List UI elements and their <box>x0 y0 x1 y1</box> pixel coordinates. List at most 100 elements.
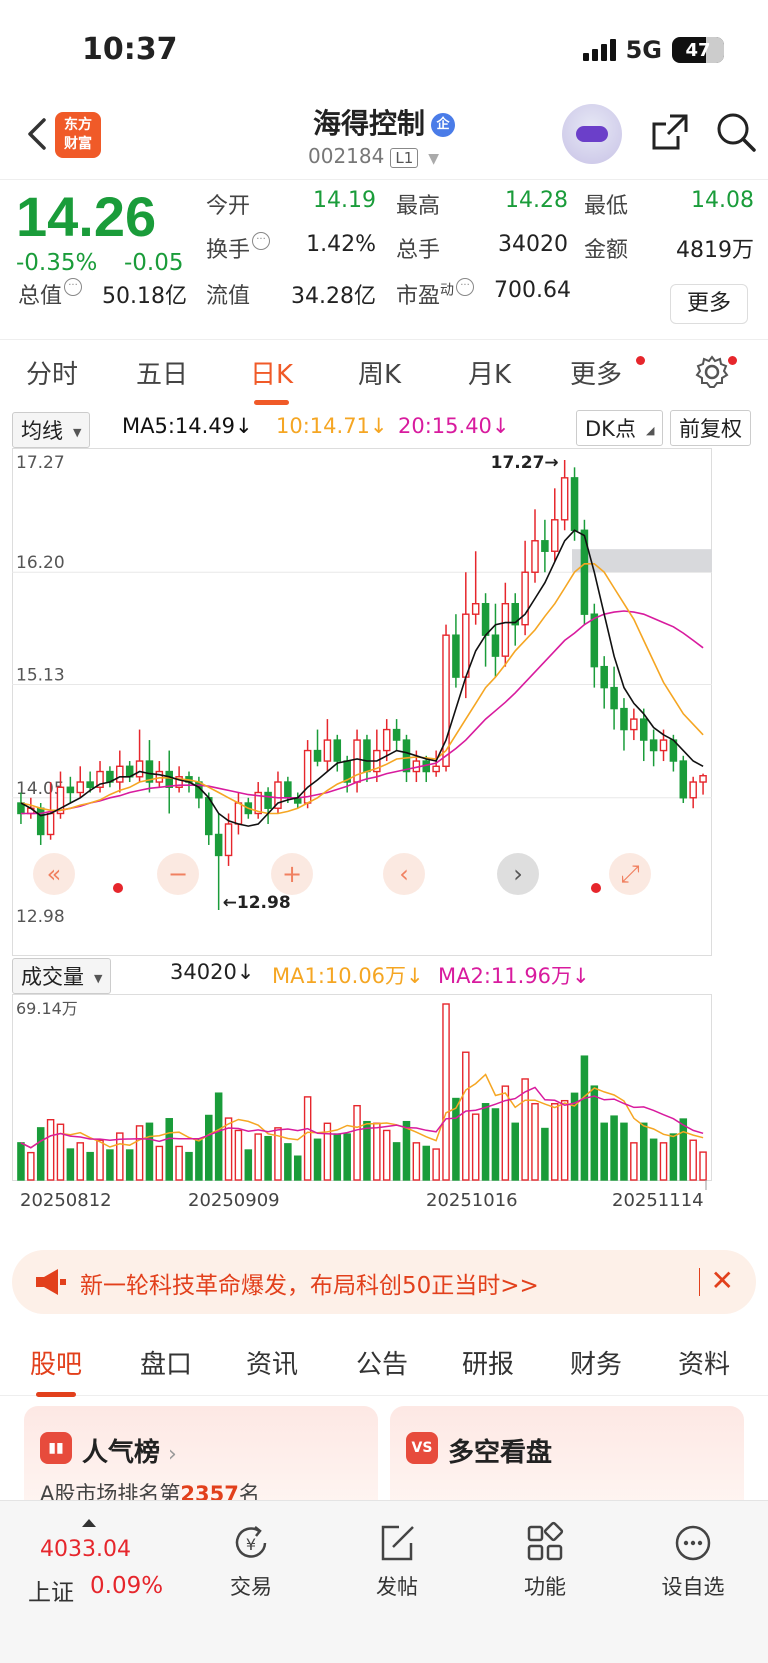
volume-bar <box>353 1104 361 1181</box>
candle <box>284 781 292 799</box>
candle <box>214 833 223 857</box>
candle <box>491 634 500 657</box>
stock-code-row[interactable]: 002184 L1 ▼ <box>308 144 439 168</box>
vs-icon: VS <box>406 1432 438 1464</box>
candle <box>382 728 391 752</box>
volume-bar <box>135 1125 144 1181</box>
scroll-right-icon[interactable]: › <box>497 853 539 895</box>
candle <box>521 571 529 626</box>
svg-text:›: › <box>513 860 523 888</box>
index-name[interactable]: 上证 <box>28 1580 74 1606</box>
index-change[interactable]: 0.09% <box>90 1573 164 1599</box>
volume-ma2-line <box>20 1086 704 1149</box>
candle <box>481 603 490 636</box>
candle <box>610 686 618 710</box>
popularity-card[interactable]: ▮▮ 人气榜 › A股市场排名第2357名 <box>24 1406 378 1500</box>
back-icon[interactable] <box>18 114 58 154</box>
candle <box>46 812 55 836</box>
volume-bar <box>46 1119 55 1181</box>
volume-bar <box>521 1078 529 1181</box>
candlestick-chart[interactable]: 17.27 16.20 15.13 14.05 12.98 17.27→ ←12.98 « − +… <box>12 448 756 956</box>
svg-text:«: « <box>47 860 62 888</box>
svg-text:¥: ¥ <box>246 1535 256 1554</box>
tab-intraday[interactable]: 分时 <box>26 360 79 390</box>
volume-bar <box>254 1133 262 1181</box>
tabbar-post[interactable]: 发帖 <box>352 1521 442 1601</box>
search-icon[interactable] <box>714 110 758 154</box>
tab-finance[interactable]: 财务 <box>570 1350 623 1380</box>
svg-text:+: + <box>282 860 302 888</box>
tab-pankou[interactable]: 盘口 <box>140 1350 193 1380</box>
volume-indicator-select[interactable]: 成交量 ▼ <box>12 958 112 994</box>
adjust-select[interactable]: 前复权 <box>670 410 751 446</box>
volume-bar <box>303 1096 312 1181</box>
candle <box>511 603 519 626</box>
candle <box>145 760 154 783</box>
volume-bar <box>284 1143 292 1181</box>
bull-bear-card[interactable]: VS 多空看盘 <box>390 1406 744 1500</box>
resistance-band <box>572 549 712 573</box>
candle <box>630 718 638 731</box>
settings-gear-icon[interactable] <box>694 354 730 390</box>
share-icon[interactable] <box>648 110 692 154</box>
amount-label: 金额 <box>584 238 629 263</box>
volume-bar <box>491 1108 500 1181</box>
volume-bar <box>323 1122 332 1181</box>
promo-banner[interactable]: 新一轮科技革命爆发，布局科创50正当时>> ✕ <box>12 1250 756 1314</box>
scroll-left-icon[interactable]: ‹ <box>383 853 425 895</box>
feature-cards: ▮▮ 人气榜 › A股市场排名第2357名 VS 多空看盘 <box>0 1400 768 1500</box>
tab-guba[interactable]: 股吧 <box>30 1344 82 1397</box>
tab-weekly-k[interactable]: 周K <box>358 360 402 390</box>
volume-bar <box>274 1127 282 1181</box>
indicator-select[interactable]: 均线 ▼ <box>12 412 91 448</box>
stock-title[interactable]: 海得控制企 <box>0 102 768 142</box>
fullscreen-icon[interactable]: ⤢ <box>609 853 651 895</box>
notification-dot <box>636 356 645 365</box>
ma10-legend: 10:14.71↓ <box>276 414 388 438</box>
candle <box>452 634 460 678</box>
dk-point-toggle[interactable]: DK点 ◢ <box>576 410 664 446</box>
info-icon[interactable]: ··· <box>252 232 271 250</box>
more-button[interactable]: 更多 <box>670 284 748 324</box>
megaphone-icon <box>36 1269 66 1295</box>
candle <box>649 739 658 752</box>
tab-research[interactable]: 研报 <box>462 1350 515 1380</box>
volume-label: 总手 <box>396 238 441 263</box>
tab-monthly-k[interactable]: 月K <box>468 360 512 390</box>
info-icon[interactable]: ··· <box>64 278 83 296</box>
change-percent: -0.35% <box>16 250 98 276</box>
x-date-label: 20251016 <box>426 1190 518 1211</box>
tabbar-trade[interactable]: ¥ 交易 <box>206 1521 296 1601</box>
volume-bar <box>659 1142 668 1181</box>
volume-chart[interactable]: 69.14万 20250812 20250909 20251016 20251114 <box>12 994 756 1230</box>
volume-bar <box>560 1099 569 1181</box>
ma20-line <box>20 610 704 815</box>
index-value[interactable]: 4033.04 <box>40 1537 131 1562</box>
expand-icon[interactable] <box>82 1519 96 1527</box>
tab-news[interactable]: 资讯 <box>246 1350 299 1380</box>
candle <box>600 665 608 689</box>
volume-bar <box>224 1117 233 1181</box>
info-icon[interactable]: ··· <box>456 278 475 296</box>
tabbar-customize[interactable]: 设自选 <box>648 1521 738 1601</box>
candle <box>639 718 648 741</box>
zoom-in-icon[interactable]: + <box>271 853 313 895</box>
tab-five-day[interactable]: 五日 <box>136 360 189 390</box>
candle <box>363 739 371 773</box>
close-icon[interactable]: ✕ <box>710 1264 734 1297</box>
tab-daily-k[interactable]: 日K <box>250 354 293 405</box>
candle <box>659 739 668 752</box>
more-dots-icon <box>675 1525 711 1561</box>
tab-more[interactable]: 更多 <box>570 360 623 390</box>
tab-announcements[interactable]: 公告 <box>356 1350 409 1380</box>
tabbar-functions[interactable]: 功能 <box>500 1521 590 1601</box>
volume-bar <box>669 1133 678 1181</box>
ai-assistant-icon[interactable] <box>562 104 622 164</box>
scroll-left-fast-icon[interactable]: « <box>33 853 75 895</box>
app-logo: 东方 财富 <box>55 112 101 158</box>
zoom-out-icon[interactable]: − <box>157 853 199 895</box>
tab-profile[interactable]: 资料 <box>678 1350 731 1380</box>
volume-bar <box>185 1151 193 1181</box>
y-tick-label: 15.13 <box>16 665 65 685</box>
high-value: 14.28 <box>505 188 568 213</box>
